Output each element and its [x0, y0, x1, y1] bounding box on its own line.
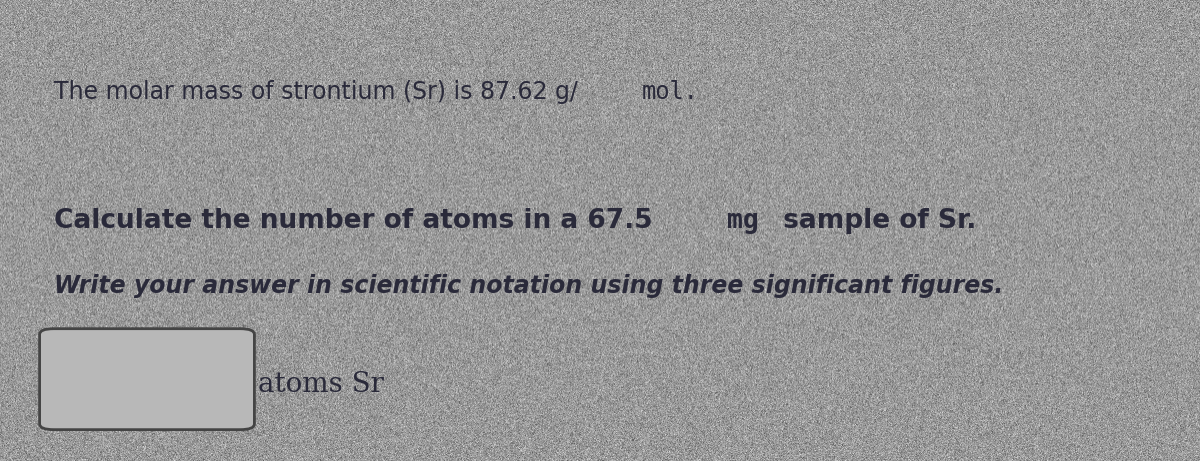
Text: Write your answer in scientific notation using three significant figures.: Write your answer in scientific notation…: [54, 274, 1003, 298]
Text: sample of Sr.: sample of Sr.: [774, 208, 977, 234]
Text: mol.: mol.: [642, 80, 698, 104]
Text: mg: mg: [727, 208, 758, 234]
FancyBboxPatch shape: [40, 329, 254, 430]
Text: The molar mass of strontium (Sr) is 87.62 g/: The molar mass of strontium (Sr) is 87.6…: [54, 80, 578, 104]
Text: Calculate the number of atoms in a 67.5: Calculate the number of atoms in a 67.5: [54, 208, 661, 234]
Text: atoms Sr: atoms Sr: [258, 372, 384, 398]
